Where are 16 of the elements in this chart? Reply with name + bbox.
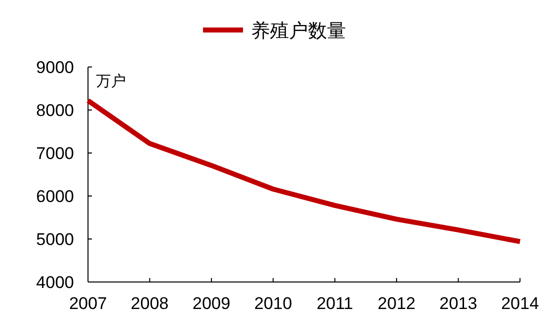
x-tick-label: 2008 [130, 294, 169, 313]
x-tick-label: 2010 [254, 294, 292, 313]
y-tick-label: 8000 [36, 101, 74, 120]
legend-label: 养殖户数量 [251, 20, 346, 42]
x-tick-label: 2013 [439, 294, 478, 313]
y-tick-label: 5000 [36, 230, 74, 249]
x-tick-label: 2007 [69, 294, 107, 313]
y-tick-label: 6000 [36, 187, 74, 206]
y-tick-label: 9000 [36, 58, 74, 77]
y-axis-title: 万户 [96, 72, 126, 90]
y-tick-label: 4000 [36, 273, 74, 292]
x-tick-label: 2011 [316, 294, 354, 313]
x-tick-label: 2014 [501, 294, 539, 313]
y-tick-label: 7000 [36, 144, 74, 163]
x-tick-label: 2009 [192, 294, 230, 313]
x-tick-label: 2012 [378, 294, 416, 313]
